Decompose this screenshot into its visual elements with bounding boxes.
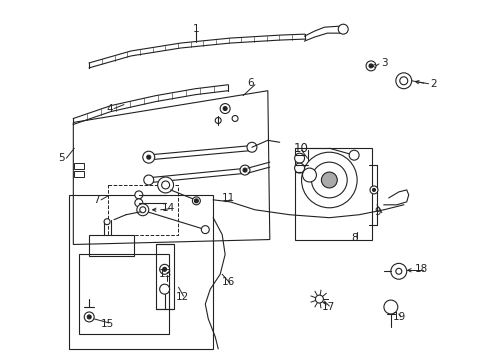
Circle shape (368, 64, 372, 68)
Bar (69, 195, 213, 349)
Bar (294, 148, 371, 239)
Circle shape (220, 104, 230, 113)
Bar (79, 255, 168, 334)
Circle shape (137, 204, 148, 216)
Circle shape (140, 207, 145, 213)
Circle shape (162, 181, 169, 189)
Circle shape (372, 188, 375, 192)
Text: 14: 14 (162, 203, 175, 213)
Circle shape (215, 117, 221, 123)
Circle shape (321, 172, 337, 188)
Text: 9: 9 (373, 207, 380, 217)
Circle shape (338, 24, 347, 34)
Text: 1: 1 (193, 24, 199, 34)
Circle shape (301, 152, 356, 208)
Bar (74, 171, 84, 177)
Text: 3: 3 (380, 58, 387, 68)
Text: 7: 7 (93, 195, 100, 205)
Circle shape (157, 177, 173, 193)
Text: 15: 15 (101, 319, 114, 329)
Circle shape (201, 226, 209, 234)
Circle shape (399, 77, 407, 85)
Circle shape (143, 175, 153, 185)
Circle shape (135, 191, 142, 199)
Circle shape (366, 61, 375, 71)
Circle shape (142, 151, 154, 163)
Text: 2: 2 (429, 79, 436, 89)
Circle shape (302, 168, 316, 182)
Bar (74, 163, 84, 169)
Circle shape (395, 73, 411, 89)
Circle shape (369, 186, 377, 194)
Circle shape (243, 168, 246, 172)
Circle shape (160, 264, 169, 274)
Circle shape (194, 199, 198, 203)
Text: 19: 19 (392, 312, 405, 322)
Circle shape (311, 162, 346, 198)
Text: 17: 17 (321, 302, 334, 312)
Text: 6: 6 (246, 78, 253, 88)
Circle shape (87, 315, 91, 319)
Text: 13: 13 (158, 269, 172, 279)
Text: 12: 12 (175, 292, 188, 302)
Circle shape (139, 207, 144, 213)
Bar (89, 235, 134, 256)
Circle shape (390, 264, 406, 279)
Circle shape (395, 268, 401, 274)
Bar (155, 244, 173, 309)
Circle shape (232, 116, 238, 121)
Circle shape (160, 284, 169, 294)
Text: 4: 4 (106, 104, 112, 113)
Circle shape (104, 219, 110, 225)
Circle shape (192, 197, 200, 205)
Circle shape (163, 267, 166, 271)
Circle shape (246, 142, 256, 152)
Circle shape (294, 163, 304, 173)
Circle shape (315, 295, 323, 303)
Text: 16: 16 (222, 277, 235, 287)
Text: 8: 8 (350, 233, 357, 243)
Circle shape (240, 165, 249, 175)
Bar (108, 185, 177, 235)
Circle shape (223, 107, 226, 111)
Text: 11: 11 (222, 193, 235, 203)
Circle shape (84, 312, 94, 322)
Circle shape (135, 199, 142, 207)
Text: 10: 10 (293, 142, 308, 155)
Text: 18: 18 (414, 264, 427, 274)
Circle shape (146, 155, 150, 159)
Circle shape (348, 150, 358, 160)
Text: 5: 5 (59, 153, 65, 163)
Circle shape (294, 153, 304, 163)
Circle shape (383, 300, 397, 314)
